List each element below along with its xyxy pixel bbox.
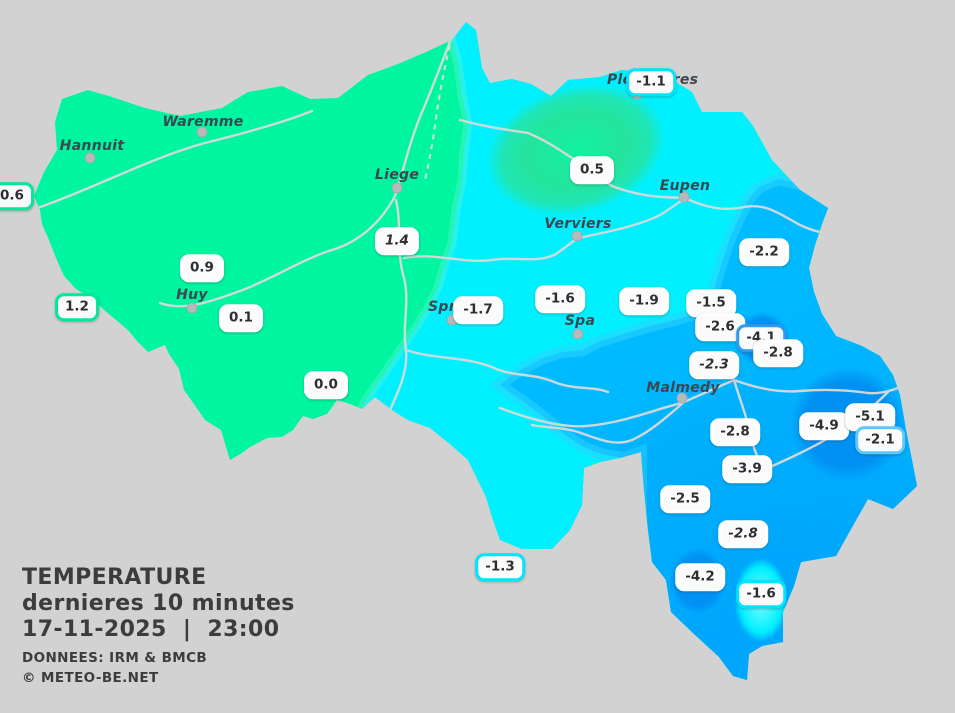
city-label-verviers: Verviers (544, 216, 612, 232)
temp-label: 0.5 (570, 156, 614, 184)
city-dot-verviers (571, 230, 583, 242)
temp-label: -1.5 (686, 289, 736, 317)
data-source: DONNEES: IRM & BMCB (22, 650, 208, 666)
temp-label: -2.8 (710, 418, 760, 446)
city-label-eupen: Eupen (659, 178, 711, 194)
city-label-huy: Huy (176, 287, 208, 303)
map-datetime: 17-11-2025 | 23:00 (22, 617, 280, 642)
temp-label: -1.7 (453, 296, 503, 324)
city-label-waremme: Waremme (162, 114, 244, 130)
city-dot-waremme (196, 126, 208, 138)
city-dot-liege (391, 182, 403, 194)
temp-label: -1.1 (626, 68, 676, 96)
temp-label: -1.6 (736, 580, 786, 608)
dashed-border (423, 35, 454, 181)
temp-label: -2.1 (855, 426, 905, 454)
temp-label: -4.2 (675, 563, 725, 591)
temp-label: 0.9 (180, 254, 224, 282)
city-label-malmedy: Malmedy (646, 380, 720, 396)
copyright: © METEO-BE.NET (22, 670, 159, 686)
temp-label: 1.4 (375, 227, 419, 255)
temp-label: 0.6 (0, 182, 34, 210)
temp-label: -5.1 (845, 403, 895, 431)
temp-label: -1.6 (535, 285, 585, 313)
temp-label: 0.0 (304, 371, 348, 399)
temp-label: -2.5 (660, 485, 710, 513)
temp-label: -2.8 (718, 520, 768, 548)
temp-label: -2.3 (689, 351, 739, 379)
city-label-hannuit: Hannuit (59, 138, 125, 154)
city-dot-eupen (678, 191, 690, 203)
city-dots (84, 88, 690, 404)
temp-label: -3.9 (722, 455, 772, 483)
city-label-spa: Spa (564, 313, 596, 329)
city-dot-spa (572, 328, 584, 340)
region-green-blob (485, 83, 667, 217)
temp-label: 0.1 (219, 304, 263, 332)
city-dot-hannuit (84, 152, 96, 164)
temp-label: -2.8 (753, 339, 803, 367)
temp-label: 1.2 (55, 293, 99, 321)
city-dot-huy (186, 302, 198, 314)
map-subtitle: dernieres 10 minutes (22, 591, 295, 616)
city-dot-malmedy (676, 392, 688, 404)
temp-label: -4.9 (799, 412, 849, 440)
temp-label: -1.9 (619, 287, 669, 315)
city-label-liege: Liege (374, 167, 420, 183)
temp-label: -2.2 (739, 238, 789, 266)
title-block: TEMPERATURE dernieres 10 minutes 17-11-2… (22, 565, 295, 688)
temp-label: -1.3 (475, 553, 525, 581)
page-title: TEMPERATURE (22, 565, 207, 590)
